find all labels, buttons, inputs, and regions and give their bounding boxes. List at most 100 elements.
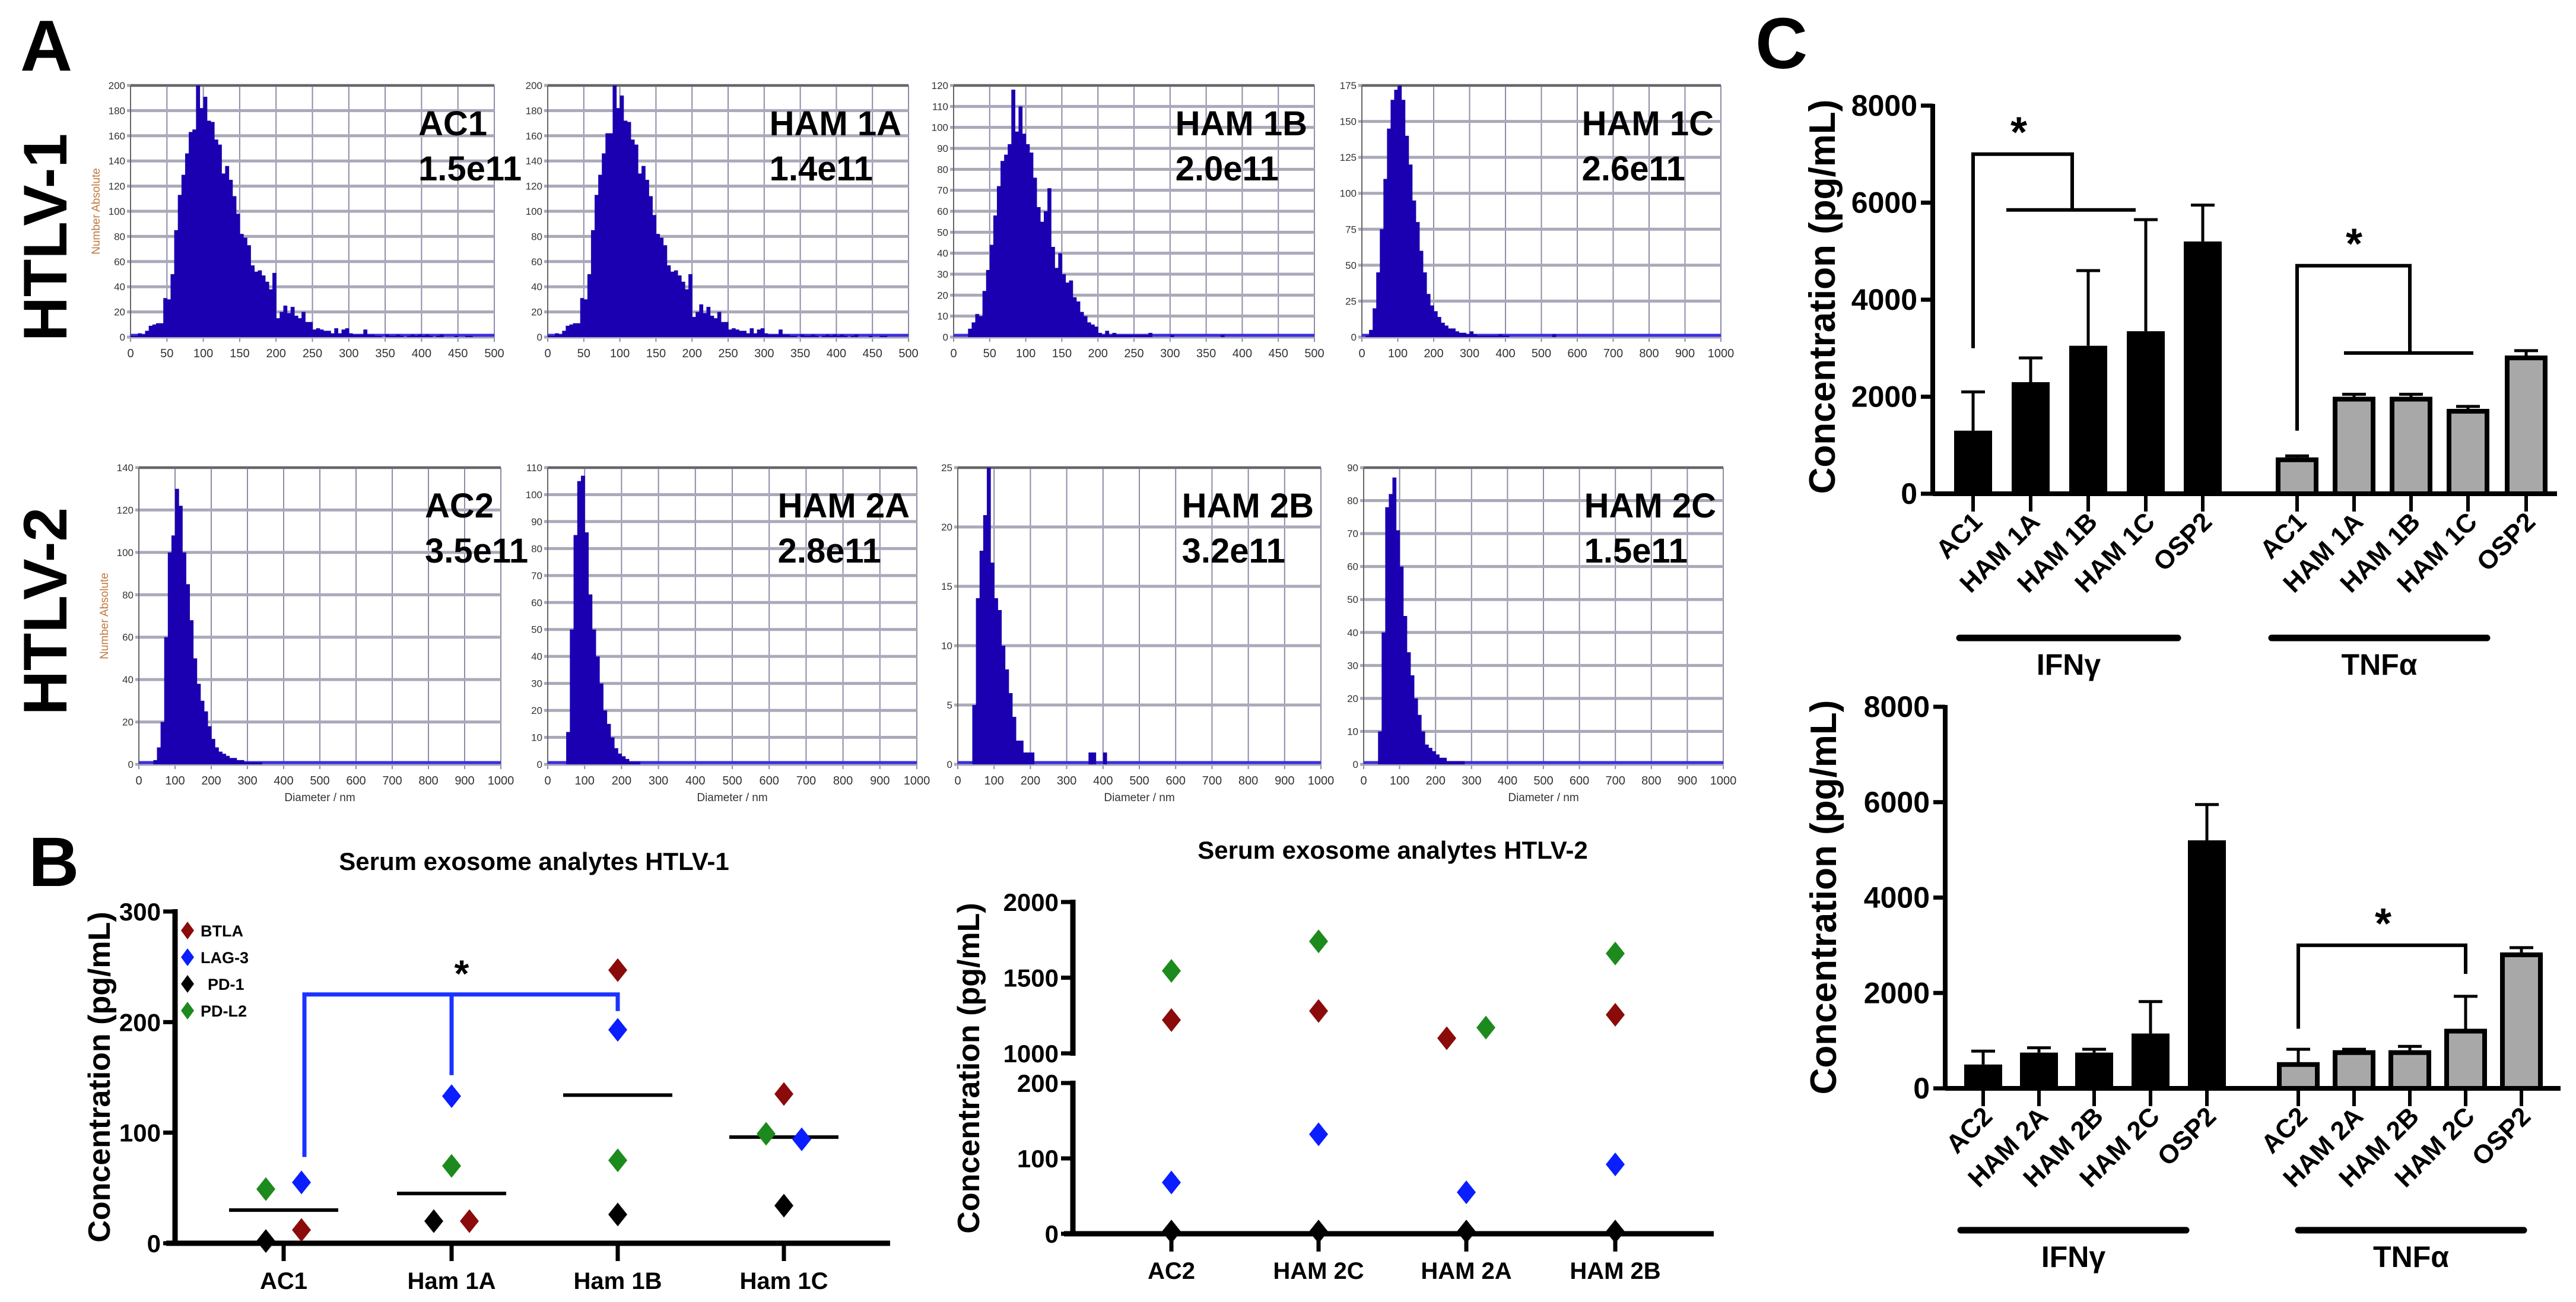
- histogram-bar: [1396, 530, 1400, 764]
- y-tick-label: 0: [128, 759, 134, 770]
- y-tick-label: 2000: [1851, 380, 1917, 414]
- histogram-bar: [1450, 761, 1454, 764]
- x-tick-label: HAM 2C: [1273, 1258, 1364, 1284]
- histogram-bar: [138, 333, 142, 337]
- y-tick-label: 60: [1347, 561, 1358, 573]
- y-tick-label: 15: [941, 581, 952, 592]
- histogram-bar: [1430, 305, 1434, 337]
- histogram-bar: [436, 335, 440, 337]
- x-tick-label: 300: [649, 774, 668, 787]
- y-tick-label: 40: [531, 281, 542, 293]
- histogram-bar: [167, 552, 172, 764]
- histogram-bar: [411, 334, 415, 337]
- histogram-bar: [327, 331, 331, 337]
- x-tick-label: 900: [870, 774, 890, 787]
- histogram-bar: [814, 335, 819, 337]
- y-tick-label: 20: [531, 705, 542, 716]
- histogram-bar: [869, 335, 873, 337]
- histogram-bar: [695, 312, 700, 337]
- y-tick-label: 160: [526, 131, 542, 142]
- histogram-bar: [1012, 717, 1017, 764]
- histogram-bar: [1022, 134, 1027, 337]
- histogram-bar: [1112, 332, 1117, 337]
- bar-ifn--ham-2a: [2020, 1052, 2058, 1088]
- x-tick-label: 200: [1088, 347, 1108, 360]
- histogram-bar: [255, 762, 259, 764]
- histogram-bar: [1376, 272, 1380, 337]
- sample-name: HAM 1B: [1176, 104, 1307, 143]
- bar-tnf--ham-1a: [2333, 396, 2375, 497]
- x-tick-label: 900: [1678, 774, 1697, 787]
- histogram-bar: [833, 334, 837, 337]
- legend-label-pd-1: PD-1: [208, 976, 244, 993]
- histogram-bar: [367, 334, 371, 337]
- histogram-bar: [1435, 754, 1440, 764]
- histogram-bar: [1365, 335, 1370, 337]
- x-tick-label: 100: [193, 347, 213, 360]
- histogram-bar: [1415, 222, 1420, 337]
- y-tick-label: 10: [941, 640, 952, 652]
- histogram-bar: [153, 760, 158, 764]
- y-tick-label: 60: [114, 256, 125, 268]
- histogram-ac2: 0 100 200 300 400 500 600 700 800 900 1000 0 20 40 60 8…: [99, 462, 528, 804]
- histogram-bar: [440, 334, 444, 337]
- y-tick-label: 140: [526, 155, 542, 167]
- x-tick-label: 0: [544, 774, 551, 787]
- x-tick-label: OSP2: [2466, 1101, 2536, 1171]
- data-point-btla: [460, 1209, 479, 1233]
- y-tick-label: 70: [531, 570, 542, 582]
- histogram-bar: [1092, 752, 1097, 764]
- data-point-pd-1: [256, 1229, 275, 1253]
- histogram-bar: [677, 275, 682, 337]
- histogram-bar: [993, 215, 998, 337]
- histogram-bar: [1444, 325, 1449, 337]
- legend-marker-pd-l2: [181, 1002, 194, 1020]
- histogram-bar: [1373, 308, 1377, 337]
- histogram-bar: [1220, 335, 1225, 337]
- y-tick-label: 5: [947, 700, 952, 711]
- histogram-bar: [749, 328, 754, 337]
- histogram-bar: [728, 329, 732, 337]
- histogram-bar: [577, 481, 582, 764]
- y-tick-label: 120: [932, 80, 948, 91]
- histogram-bar: [272, 272, 277, 337]
- histogram-bar: [261, 275, 266, 337]
- y-tick-label: 0: [1045, 1220, 1059, 1248]
- histogram-bar: [175, 488, 179, 764]
- x-tick-label: OSP2: [2152, 1101, 2222, 1171]
- y-tick-label: 50: [531, 624, 542, 636]
- significance-star-tnf: *: [2375, 900, 2391, 948]
- x-tick-label: 700: [1603, 347, 1623, 360]
- y-tick-label: 8000: [1864, 690, 1930, 723]
- histogram-bar: [309, 322, 313, 337]
- particle-concentration: 2.6e11: [1582, 150, 1685, 188]
- data-point-btla: [1162, 1008, 1181, 1032]
- x-tick-label: 100: [610, 347, 630, 360]
- y-tick-label: 80: [122, 589, 134, 601]
- group-label-ifn-: IFNγ: [2037, 648, 2101, 681]
- histogram-bar: [131, 335, 135, 337]
- y-tick-label: 20: [114, 307, 125, 318]
- group-label-ifn-: IFNγ: [2041, 1240, 2106, 1274]
- histogram-bar: [290, 307, 295, 337]
- histogram-bar: [243, 762, 248, 764]
- x-tick-label: 50: [983, 347, 996, 360]
- histogram-bar: [207, 120, 211, 338]
- x-tick-label: 1000: [1710, 774, 1737, 787]
- bar-ifn--ac2: [1964, 1064, 2002, 1088]
- histogram-bar: [210, 122, 215, 338]
- histogram-bar: [1103, 752, 1107, 764]
- histogram-bar: [1029, 153, 1034, 337]
- histogram-bar: [1491, 335, 1495, 337]
- x-tick-label: 0: [544, 347, 551, 360]
- histogram-bar: [1069, 280, 1073, 337]
- histogram-bar: [225, 755, 230, 764]
- histogram-bar: [645, 180, 649, 337]
- histogram-bar: [972, 705, 977, 764]
- histogram-bar: [1044, 211, 1048, 337]
- histogram-bar: [1145, 335, 1149, 337]
- histogram-bar: [620, 95, 624, 337]
- histogram-bar: [621, 756, 626, 764]
- data-point-btla: [292, 1218, 311, 1242]
- histogram-bar: [585, 532, 589, 764]
